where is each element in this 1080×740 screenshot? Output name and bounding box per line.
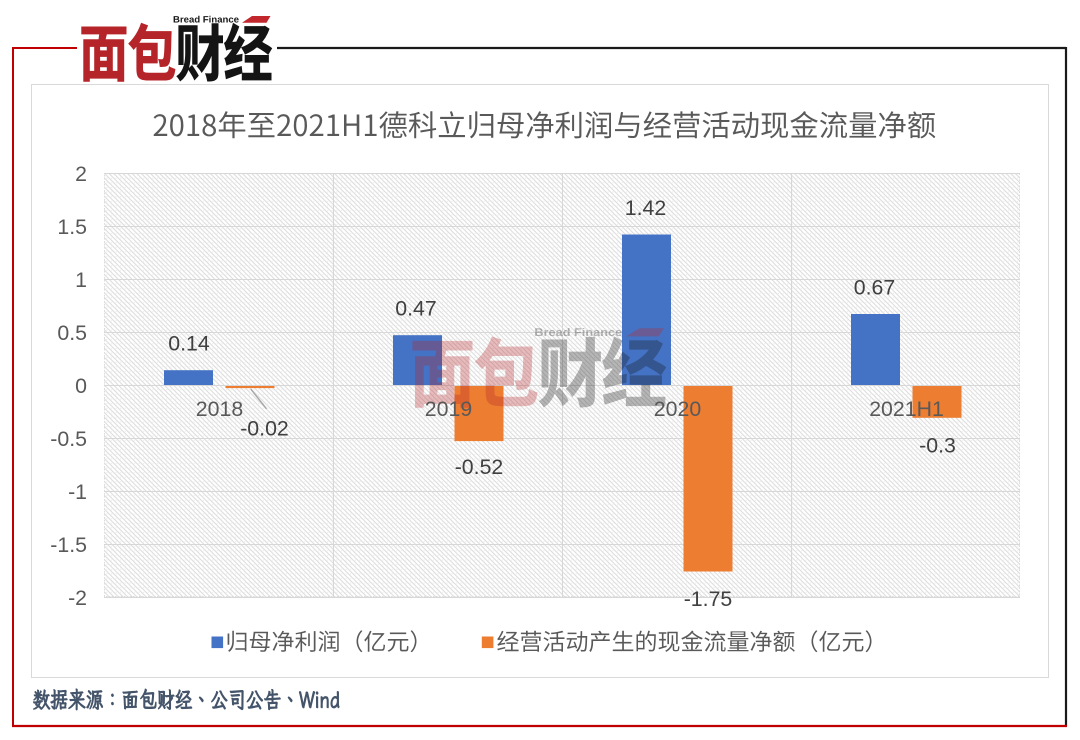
svg-text:1: 1 bbox=[75, 268, 87, 292]
svg-text:-2: -2 bbox=[68, 586, 87, 610]
svg-text:1.5: 1.5 bbox=[57, 215, 87, 239]
svg-text:-1.75: -1.75 bbox=[684, 587, 733, 611]
svg-text:0.67: 0.67 bbox=[854, 276, 895, 300]
svg-text:1.42: 1.42 bbox=[625, 196, 666, 220]
svg-text:0.14: 0.14 bbox=[168, 332, 210, 356]
svg-text:2019: 2019 bbox=[425, 397, 472, 421]
svg-text:2020: 2020 bbox=[654, 397, 702, 421]
svg-text:-0.52: -0.52 bbox=[455, 455, 504, 479]
svg-text:-0.02: -0.02 bbox=[240, 417, 289, 441]
svg-text:2021H1: 2021H1 bbox=[869, 397, 944, 421]
svg-text:-0.5: -0.5 bbox=[50, 427, 87, 451]
svg-text:2: 2 bbox=[75, 162, 87, 186]
svg-text:-1: -1 bbox=[68, 480, 87, 504]
svg-text:-1.5: -1.5 bbox=[50, 533, 87, 557]
svg-text:0: 0 bbox=[75, 374, 87, 398]
svg-text:2018: 2018 bbox=[196, 397, 243, 421]
svg-text:0.5: 0.5 bbox=[57, 321, 87, 345]
svg-text:0.47: 0.47 bbox=[395, 297, 436, 321]
svg-text:-0.3: -0.3 bbox=[919, 434, 956, 458]
